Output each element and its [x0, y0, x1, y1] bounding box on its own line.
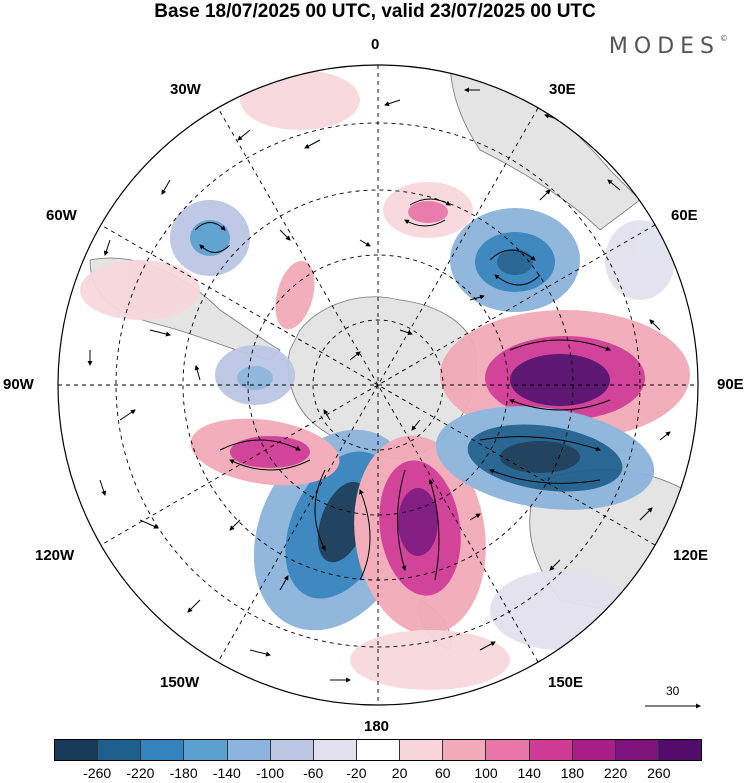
anomaly-pos-pacific-light	[350, 630, 510, 690]
anomaly-neg-indian-light	[605, 220, 675, 300]
anomaly-neg-pacific-light	[490, 570, 630, 650]
chart-title: Base 18/07/2025 00 UTC, valid 23/07/2025…	[154, 1, 596, 22]
colorbar-tick-label: 220	[603, 765, 628, 781]
lon-label-30e: 30E	[549, 81, 576, 98]
anomaly-pos-south-america-light	[80, 260, 200, 320]
brand-text: MODES	[608, 34, 720, 59]
lon-label-180: 180	[364, 718, 390, 735]
colorbar	[54, 739, 702, 761]
anomaly-neg-50e-core	[497, 249, 533, 275]
colorbar-tick-label: 100	[474, 765, 498, 781]
reference-vector-label: 30	[666, 684, 680, 698]
colorbar-tick-label: -140	[212, 765, 241, 781]
colorbar-swatch-5	[270, 740, 314, 760]
colorbar-swatch-9	[443, 740, 487, 760]
colorbar-tick-label: -20	[346, 765, 367, 781]
wind-vectors	[87, 87, 671, 683]
anomaly-shading	[80, 70, 690, 690]
colorbar-tick-label: 60	[435, 765, 451, 781]
lon-label-0: 0	[371, 36, 380, 53]
colorbar-tick-label: 180	[560, 765, 585, 781]
colorbar-swatch-7	[356, 740, 401, 760]
brand-logo: MODES©	[609, 34, 728, 59]
anomaly-pos-atlantic-light	[240, 70, 360, 130]
anomaly-pos-60w-outer	[275, 260, 315, 330]
colorbar-swatch-14	[658, 740, 702, 760]
anomaly-pos-10e-core	[408, 201, 448, 223]
copyright-mark: ©	[720, 34, 728, 43]
colorbar-swatch-2	[141, 740, 185, 760]
colorbar-swatch-4	[227, 740, 271, 760]
colorbar-swatch-8	[400, 740, 444, 760]
colorbar-tick-label: 140	[517, 765, 541, 781]
lon-label-150w: 150W	[160, 674, 200, 691]
map-border	[57, 64, 699, 706]
meridian-150	[217, 107, 539, 663]
colorbar-swatch-3	[184, 740, 228, 760]
colorbar-swatch-11	[529, 740, 573, 760]
meridian-120	[100, 224, 656, 546]
anomaly-neg-40w-core	[190, 220, 230, 256]
anomaly-pos-110w-core	[230, 436, 310, 468]
colorbar-tick-label: 20	[391, 765, 408, 781]
colorbar-tick-label: -220	[126, 765, 155, 781]
lon-label-60e: 60E	[671, 207, 698, 224]
anomaly-neg-85w-core	[237, 366, 273, 390]
lon-label-120w: 120W	[35, 547, 75, 564]
anomaly-neg-110e-core	[500, 441, 580, 473]
lon-label-60w: 60W	[46, 207, 77, 224]
lon-label-90w: 90W	[3, 376, 34, 393]
colorbar-tick-label: -60	[303, 765, 324, 781]
colorbar-ticks: -260 -220 -180 -140 -100 -60 -20 20 60 100 140 180 2…	[0, 765, 750, 783]
lon-label-120e: 120E	[673, 547, 709, 564]
grid-lines	[58, 65, 698, 705]
colorbar-tick-label: -180	[169, 765, 198, 781]
lon-label-150e: 150E	[548, 674, 584, 691]
meridian-30	[217, 107, 539, 663]
colorbar-swatch-6	[313, 740, 357, 760]
polar-map	[57, 64, 701, 709]
colorbar-swatch-0	[55, 740, 99, 760]
colorbar-swatch-12	[572, 740, 616, 760]
meridian-60	[100, 224, 656, 546]
colorbar-tick-label: -100	[255, 765, 285, 781]
colorbar-swatch-10	[486, 740, 530, 760]
colorbar-swatch-1	[98, 740, 142, 760]
anomaly-pos-80e-core	[510, 354, 610, 406]
colorbar-tick-label: 260	[647, 765, 671, 781]
lon-label-90e: 90E	[717, 376, 744, 393]
anomaly-pos-170e-core	[398, 488, 438, 556]
map-disk	[58, 65, 698, 705]
colorbar-tick-label: -260	[83, 765, 112, 781]
colorbar-swatch-13	[615, 740, 659, 760]
lon-label-30w: 30W	[170, 81, 201, 98]
